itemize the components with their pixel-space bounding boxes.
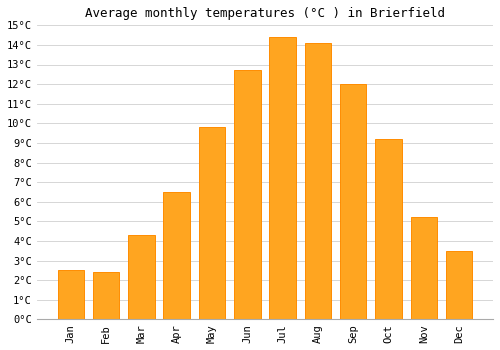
Bar	[340, 84, 366, 320]
Bar	[93, 272, 120, 320]
Bar	[234, 70, 260, 320]
Bar	[58, 271, 84, 320]
Bar	[164, 192, 190, 320]
Title: Average monthly temperatures (°C ) in Brierfield: Average monthly temperatures (°C ) in Br…	[85, 7, 445, 20]
Bar	[375, 139, 402, 320]
Bar	[410, 217, 437, 320]
Bar	[304, 43, 331, 320]
Bar	[446, 251, 472, 320]
Bar	[198, 127, 225, 320]
Bar	[128, 235, 154, 320]
Bar	[270, 37, 296, 320]
